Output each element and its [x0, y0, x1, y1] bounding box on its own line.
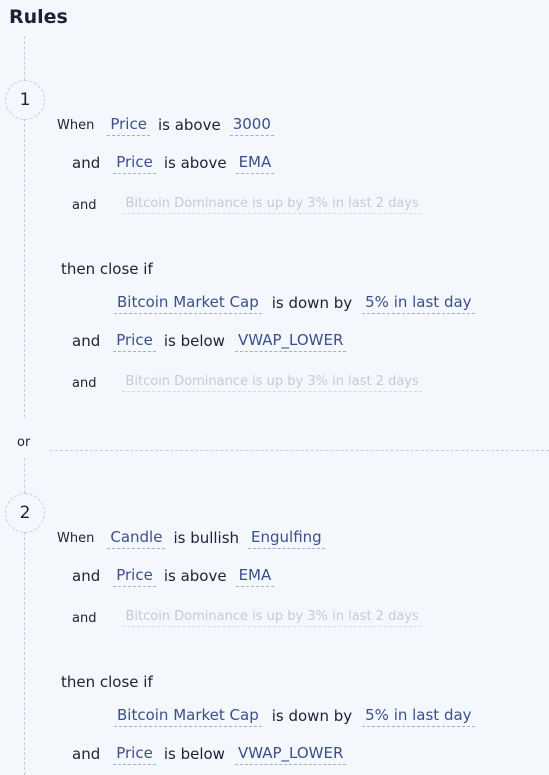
condition-subject-token[interactable]: Bitcoin Market Cap	[114, 706, 262, 727]
or-separator-label: or	[17, 435, 31, 450]
and-conjunction: and	[72, 745, 101, 763]
rule-2-close-label-row: then close if	[61, 671, 153, 693]
condition-value-token[interactable]: 3000	[229, 115, 274, 136]
condition-subject-token[interactable]: Price	[107, 115, 150, 136]
rule-1-when-row-1: When Price is above 3000	[57, 114, 274, 136]
condition-placeholder-input[interactable]: Bitcoin Dominance is up by 3% in last 2 …	[122, 609, 422, 627]
condition-value-token[interactable]: VWAP_LOWER	[234, 331, 347, 352]
condition-operator[interactable]: is above	[163, 567, 227, 585]
and-conjunction: and	[72, 610, 97, 626]
condition-subject-token[interactable]: Price	[113, 566, 156, 587]
condition-subject-token[interactable]: Candle	[107, 528, 166, 549]
rule-1-connector	[24, 36, 25, 80]
rule-1-close-label-row: then close if	[61, 258, 153, 280]
rule-1-close-row-3: and Bitcoin Dominance is up by 3% in las…	[72, 372, 422, 394]
condition-subject-token[interactable]: Price	[113, 153, 156, 174]
when-label: When	[57, 530, 95, 546]
condition-value-token[interactable]: VWAP_LOWER	[234, 744, 347, 765]
and-conjunction: and	[72, 567, 101, 585]
or-separator-line	[50, 450, 549, 451]
page-title: Rules	[9, 6, 68, 28]
rule-1-close-row-2: and Price is below VWAP_LOWER	[72, 330, 347, 352]
condition-subject-token[interactable]: Price	[113, 331, 156, 352]
condition-value-token[interactable]: Engulfing	[248, 528, 325, 549]
rule-1-when-row-2: and Price is above EMA	[72, 152, 275, 174]
condition-placeholder-input[interactable]: Bitcoin Dominance is up by 3% in last 2 …	[122, 374, 422, 392]
condition-value-token[interactable]: EMA	[235, 153, 275, 174]
condition-value-token[interactable]: EMA	[235, 566, 275, 587]
rule-1-number-badge: 1	[5, 80, 45, 120]
rule-1-connector	[24, 119, 25, 417]
when-label: When	[57, 117, 95, 133]
rule-1-when-row-3: and Bitcoin Dominance is up by 3% in las…	[72, 194, 422, 216]
and-conjunction: and	[72, 154, 101, 172]
then-close-if-label: then close if	[61, 673, 153, 691]
rule-2-when-row-1: When Candle is bullish Engulfing	[57, 527, 325, 549]
rule-2-when-row-2: and Price is above EMA	[72, 565, 275, 587]
rule-1-close-row-1: Bitcoin Market Cap is down by 5% in last…	[114, 292, 475, 314]
then-close-if-label: then close if	[61, 260, 153, 278]
rule-2-close-row-1: Bitcoin Market Cap is down by 5% in last…	[114, 705, 475, 727]
and-conjunction: and	[72, 332, 101, 350]
condition-subject-token[interactable]: Price	[113, 744, 156, 765]
rule-2-connector	[24, 458, 25, 493]
rule-2-connector	[24, 532, 25, 775]
condition-operator[interactable]: is above	[163, 154, 227, 172]
rule-2-close-row-2: and Price is below VWAP_LOWER	[72, 743, 347, 765]
condition-subject-token[interactable]: Bitcoin Market Cap	[114, 293, 262, 314]
rule-2-when-row-3: and Bitcoin Dominance is up by 3% in las…	[72, 607, 422, 629]
condition-operator[interactable]: is below	[163, 745, 225, 763]
condition-operator[interactable]: is down by	[271, 294, 353, 312]
condition-placeholder-input[interactable]: Bitcoin Dominance is up by 3% in last 2 …	[122, 196, 422, 214]
condition-operator[interactable]: is bullish	[173, 529, 240, 547]
rule-2-number-badge: 2	[5, 493, 45, 533]
condition-operator[interactable]: is below	[163, 332, 225, 350]
condition-operator[interactable]: is above	[157, 116, 221, 134]
condition-operator[interactable]: is down by	[271, 707, 353, 725]
and-conjunction: and	[72, 375, 97, 391]
condition-value-token[interactable]: 5% in last day	[362, 293, 475, 314]
condition-value-token[interactable]: 5% in last day	[362, 706, 475, 727]
and-conjunction: and	[72, 197, 97, 213]
